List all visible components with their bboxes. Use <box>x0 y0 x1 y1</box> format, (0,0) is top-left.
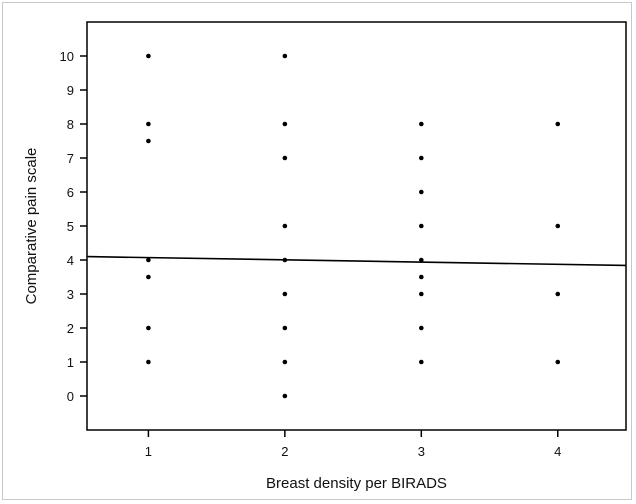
y-axis-label: Comparative pain scale <box>23 148 40 305</box>
data-point-8 <box>282 121 288 127</box>
data-point-12 <box>282 291 288 297</box>
data-point-1 <box>146 121 151 127</box>
data-point-6 <box>146 359 151 365</box>
data-point-26 <box>555 223 561 229</box>
data-point-20 <box>419 257 424 263</box>
x-tick-label-4: 4 <box>554 444 561 459</box>
x-tick-label-1: 1 <box>145 444 152 459</box>
data-point-4 <box>146 274 151 280</box>
plot-area <box>86 21 627 431</box>
data-point-21 <box>419 274 424 280</box>
data-point-23 <box>419 325 424 331</box>
y-tick-label-4: 4 <box>67 253 74 268</box>
y-tick-label-6: 6 <box>67 185 74 200</box>
data-point-10 <box>282 223 288 229</box>
data-point-14 <box>282 359 288 365</box>
data-point-27 <box>555 291 561 297</box>
data-point-18 <box>419 189 424 195</box>
y-tick-label-2: 2 <box>67 321 74 336</box>
data-points <box>146 53 561 399</box>
data-point-2 <box>146 138 151 144</box>
data-point-7 <box>282 53 288 59</box>
data-point-22 <box>419 291 424 297</box>
y-tick-label-1: 1 <box>67 355 74 370</box>
data-point-16 <box>419 121 424 127</box>
data-point-0 <box>146 53 151 59</box>
data-point-25 <box>555 121 561 127</box>
data-point-3 <box>146 257 151 263</box>
x-tick-label-3: 3 <box>418 444 425 459</box>
y-tick-label-5: 5 <box>67 219 74 234</box>
data-point-13 <box>282 325 288 331</box>
y-tick-label-10: 10 <box>60 49 74 64</box>
y-tick-label-9: 9 <box>67 83 74 98</box>
y-tick-label-7: 7 <box>67 151 74 166</box>
data-point-15 <box>282 393 288 399</box>
figure-frame <box>2 2 632 500</box>
data-point-28 <box>555 359 561 365</box>
y-axis-ticks: 0 1 2 3 4 5 6 7 8 9 10 <box>60 49 87 404</box>
data-point-17 <box>419 155 424 161</box>
data-point-9 <box>282 155 288 161</box>
y-tick-label-3: 3 <box>67 287 74 302</box>
y-tick-label-8: 8 <box>67 117 74 132</box>
x-axis-ticks: 1 2 3 4 <box>145 430 561 459</box>
data-point-5 <box>146 325 151 331</box>
y-tick-label-0: 0 <box>67 389 74 404</box>
x-axis-label: Breast density per BIRADS <box>266 475 447 492</box>
data-point-24 <box>419 359 424 365</box>
data-point-11 <box>282 257 288 263</box>
data-point-19 <box>419 223 424 229</box>
regression-line <box>86 255 627 267</box>
x-tick-label-2: 2 <box>281 444 288 459</box>
